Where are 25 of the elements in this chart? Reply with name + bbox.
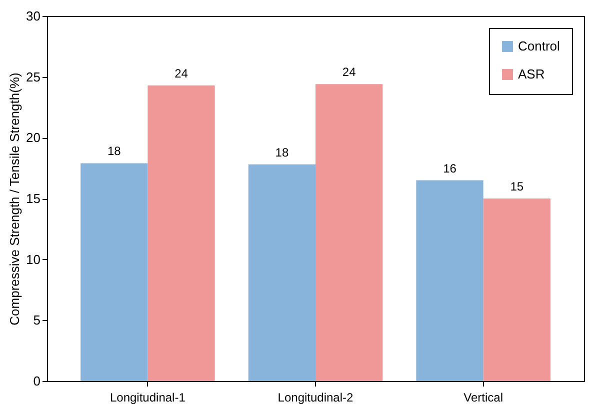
bar: [316, 84, 383, 381]
data-label: 18: [275, 145, 289, 160]
bar: [483, 198, 550, 381]
bar: [80, 163, 148, 381]
x-tick-label: Longitudinal-2: [278, 390, 354, 404]
y-tick-label: 20: [26, 130, 40, 146]
bar: [148, 85, 215, 381]
x-tick-label: Longitudinal-1: [110, 390, 186, 404]
y-axis-title: Compressive Strength / Tensile Strength(%): [7, 72, 22, 326]
bar: [248, 164, 316, 381]
y-tick-label: 0: [33, 374, 40, 388]
x-tick-label: Vertical: [464, 390, 503, 404]
y-tick-label: 10: [26, 252, 40, 267]
legend-label: Control: [518, 38, 560, 54]
legend-label: ASR: [518, 66, 545, 82]
y-tick-label: 5: [33, 312, 40, 328]
data-label: 24: [342, 65, 356, 80]
data-label: 18: [107, 144, 122, 158]
data-label: 24: [174, 66, 188, 80]
y-tick-label: 30: [26, 8, 40, 24]
data-label: 15: [510, 180, 524, 194]
y-tick-label: 25: [26, 69, 40, 84]
data-label: 16: [443, 161, 457, 176]
bar: [416, 180, 484, 381]
y-tick-label: 15: [26, 191, 40, 206]
